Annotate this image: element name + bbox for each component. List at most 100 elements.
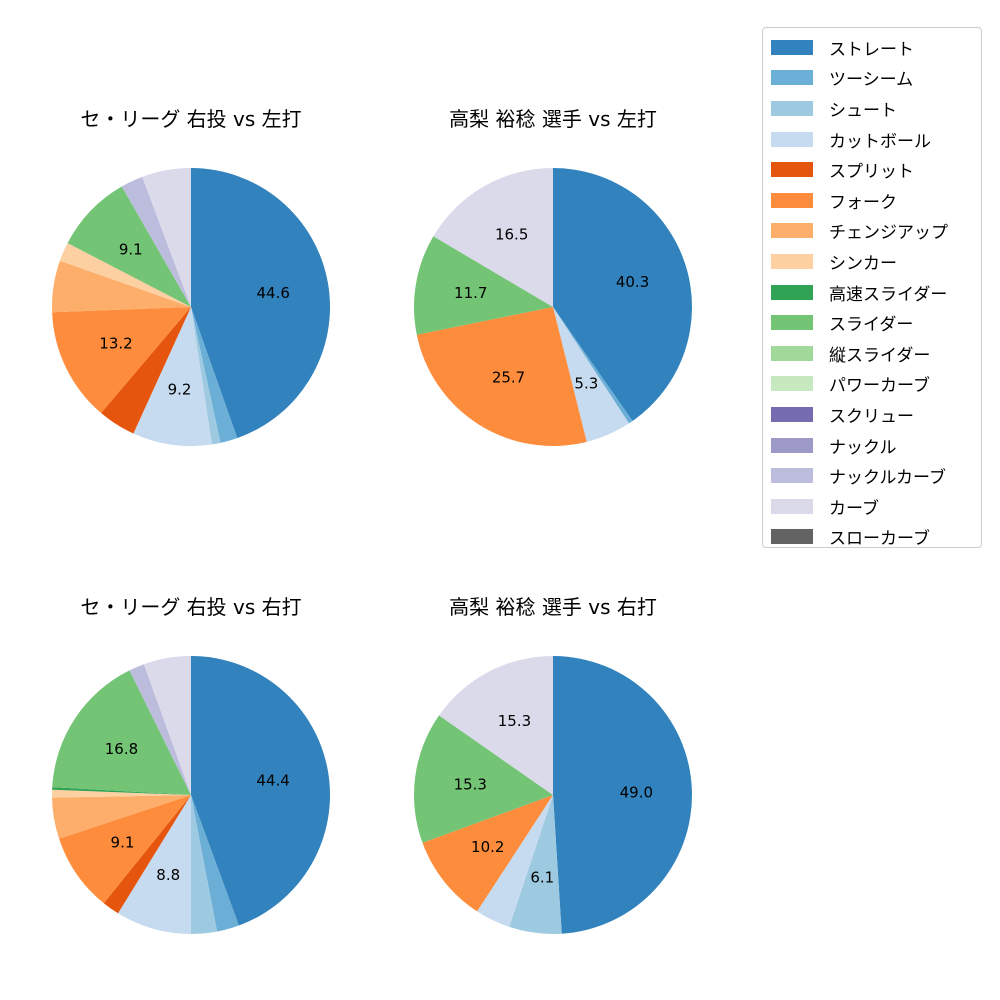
legend-swatch [771, 315, 813, 331]
legend-item: ナックル [771, 430, 981, 461]
legend-swatch [771, 529, 813, 545]
pie-slice [143, 656, 191, 795]
slice-label: 11.7 [454, 284, 487, 302]
pie-slice [59, 795, 191, 904]
pie-slice [509, 795, 562, 935]
legend-label: ナックルカーブ [829, 468, 946, 489]
pie-slice [416, 307, 587, 447]
legend-item: チェンジアップ [771, 216, 981, 247]
legend-label: ナックル [829, 437, 897, 458]
slice-label: 10.2 [471, 838, 504, 856]
legend-swatch [771, 406, 813, 422]
slice-label: 5.3 [574, 374, 598, 392]
legend-label: シュート [829, 100, 897, 121]
legend-swatch [771, 437, 813, 453]
slice-label: 15.3 [498, 712, 531, 730]
pie-slice [191, 656, 330, 926]
legend-label: 高速スライダー [829, 284, 948, 305]
pie-slice [103, 795, 191, 914]
slice-label: 9.2 [168, 381, 192, 399]
legend-label: スライダー [829, 315, 914, 336]
pie-title-1: セ・リーグ 右投 vs 左打 [80, 107, 302, 131]
pie-slice [553, 656, 692, 934]
legend-item: スプリット [771, 154, 981, 185]
pie-slice [191, 307, 221, 445]
pie-slice [101, 307, 191, 434]
legend-item: スライダー [771, 307, 981, 338]
legend-item: フォーク [771, 185, 981, 216]
slice-label: 9.1 [111, 834, 135, 852]
legend-label: カットボール [829, 131, 931, 152]
pie-slice [59, 243, 191, 307]
pie-slice [67, 186, 191, 307]
pie-title-2: 高梨 裕稔 選手 vs 左打 [449, 107, 657, 131]
pie-slice [422, 795, 553, 912]
legend-label: フォーク [829, 192, 897, 213]
pie-slice [129, 664, 191, 795]
legend-label: スローカーブ [829, 529, 930, 550]
legend-swatch [771, 376, 813, 392]
legend-item: ナックルカーブ [771, 460, 981, 491]
legend-swatch [771, 39, 813, 55]
legend-swatch [771, 162, 813, 178]
slice-label: 8.8 [156, 866, 180, 884]
legend-label: パワーカーブ [829, 376, 930, 397]
legend-swatch [771, 131, 813, 147]
slice-label: 6.1 [530, 869, 554, 887]
pie-slice [477, 795, 553, 927]
legend-item: 高速スライダー [771, 277, 981, 308]
legend-item: シュート [771, 93, 981, 124]
legend-label: カーブ [829, 498, 879, 519]
pie-title-3: セ・リーグ 右投 vs 右打 [80, 595, 302, 619]
legend-item: カットボール [771, 124, 981, 155]
pie-slice [553, 307, 629, 442]
legend-label: チェンジアップ [829, 223, 948, 244]
legend-item: パワーカーブ [771, 369, 981, 400]
pie-slice [553, 307, 633, 424]
legend: ストレートツーシームシュートカットボール スプリットフォークチェンジアップ シンカー… [762, 27, 982, 549]
pie-slice [51, 260, 191, 313]
pie-slice [433, 168, 553, 307]
pie-slice [553, 168, 692, 421]
slice-label: 16.5 [495, 226, 528, 244]
pie-slice [191, 795, 218, 934]
slice-label: 13.2 [99, 334, 132, 352]
pie-slice [52, 787, 192, 795]
slice-label: 16.8 [105, 740, 138, 758]
pie-slice [121, 176, 191, 307]
legend-swatch [771, 284, 813, 300]
legend-label: 縦スライダー [829, 345, 931, 366]
legend-swatch [771, 253, 813, 269]
pie-slice [439, 656, 553, 795]
pie-slice [52, 307, 192, 413]
legend-label: スプリット [829, 162, 914, 183]
legend-label: シンカー [829, 253, 897, 274]
legend-item: シンカー [771, 246, 981, 277]
pie-slice [52, 795, 192, 839]
slice-label: 25.7 [492, 369, 525, 387]
legend-swatch [771, 70, 813, 86]
legend-label: スクリュー [829, 406, 914, 427]
pie-slice [191, 307, 238, 443]
slice-label: 15.3 [454, 775, 487, 793]
legend-swatch [771, 223, 813, 239]
legend-swatch [771, 100, 813, 116]
pie-slice [191, 795, 239, 932]
legend-item: スローカーブ [771, 522, 981, 553]
slice-label: 44.6 [256, 284, 289, 302]
pie-slice [414, 236, 553, 335]
legend-swatch [771, 468, 813, 484]
pie-slice [191, 168, 331, 439]
legend-item: 縦スライダー [771, 338, 981, 369]
pie-slice [414, 715, 553, 843]
legend-item: カーブ [771, 491, 981, 522]
legend-swatch [771, 192, 813, 208]
legend-label: ストレート [829, 39, 914, 60]
legend-item: スクリュー [771, 399, 981, 430]
legend-label: ツーシーム [829, 70, 914, 91]
slice-label: 49.0 [620, 783, 653, 801]
slice-label: 40.3 [616, 273, 649, 291]
slice-label: 44.4 [256, 771, 289, 789]
